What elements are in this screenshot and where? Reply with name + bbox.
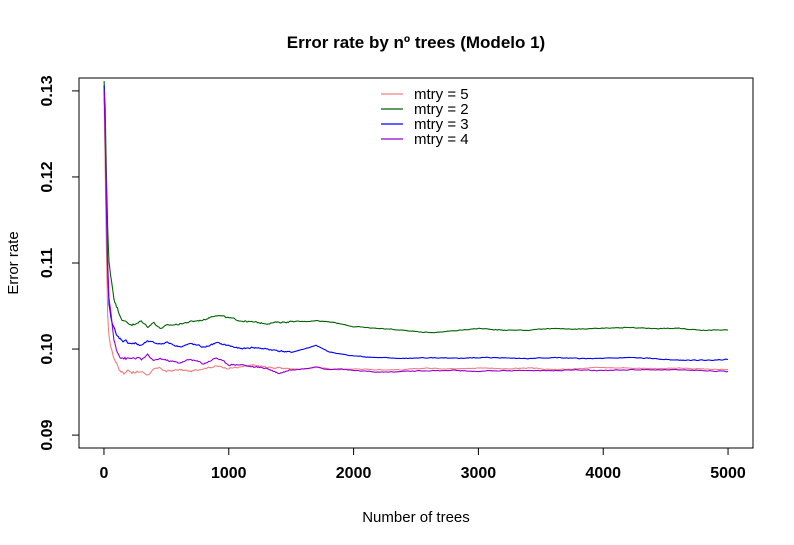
- legend-entry-label: mtry = 2: [414, 101, 469, 118]
- y-tick-label: 0.09: [39, 419, 56, 450]
- y-axis-label: Error rate: [5, 231, 22, 294]
- series-line-1: [103, 98, 729, 376]
- y-tick-label: 0.13: [39, 75, 56, 106]
- x-axis-label: Number of trees: [362, 509, 470, 526]
- x-tick-label: 4000: [585, 465, 621, 482]
- x-axis: 0 1000 2000 3000 4000 5000: [100, 447, 746, 482]
- legend-entry-label: mtry = 4: [414, 131, 469, 148]
- x-tick-label: 0: [100, 465, 109, 482]
- x-tick-label: 3000: [461, 465, 497, 482]
- series-line-2: [103, 80, 729, 334]
- series-line-3: [103, 85, 729, 362]
- y-tick-label: 0.11: [39, 248, 56, 278]
- series-lines: [103, 80, 729, 376]
- x-tick-label: 2000: [336, 465, 372, 482]
- x-tick-label: 1000: [211, 465, 247, 482]
- plot-frame: [78, 77, 754, 449]
- y-axis: 0.09 0.10 0.11 0.12 0.13: [39, 75, 79, 451]
- y-tick-label: 0.10: [39, 333, 56, 364]
- legend-entry-label: mtry = 5: [414, 86, 469, 103]
- chart-title: Error rate by nº trees (Modelo 1): [287, 33, 545, 52]
- y-tick-label: 0.12: [39, 161, 56, 192]
- legend-entry-label: mtry = 3: [414, 116, 469, 133]
- series-line-4: [103, 89, 729, 375]
- x-tick-label: 5000: [710, 465, 746, 482]
